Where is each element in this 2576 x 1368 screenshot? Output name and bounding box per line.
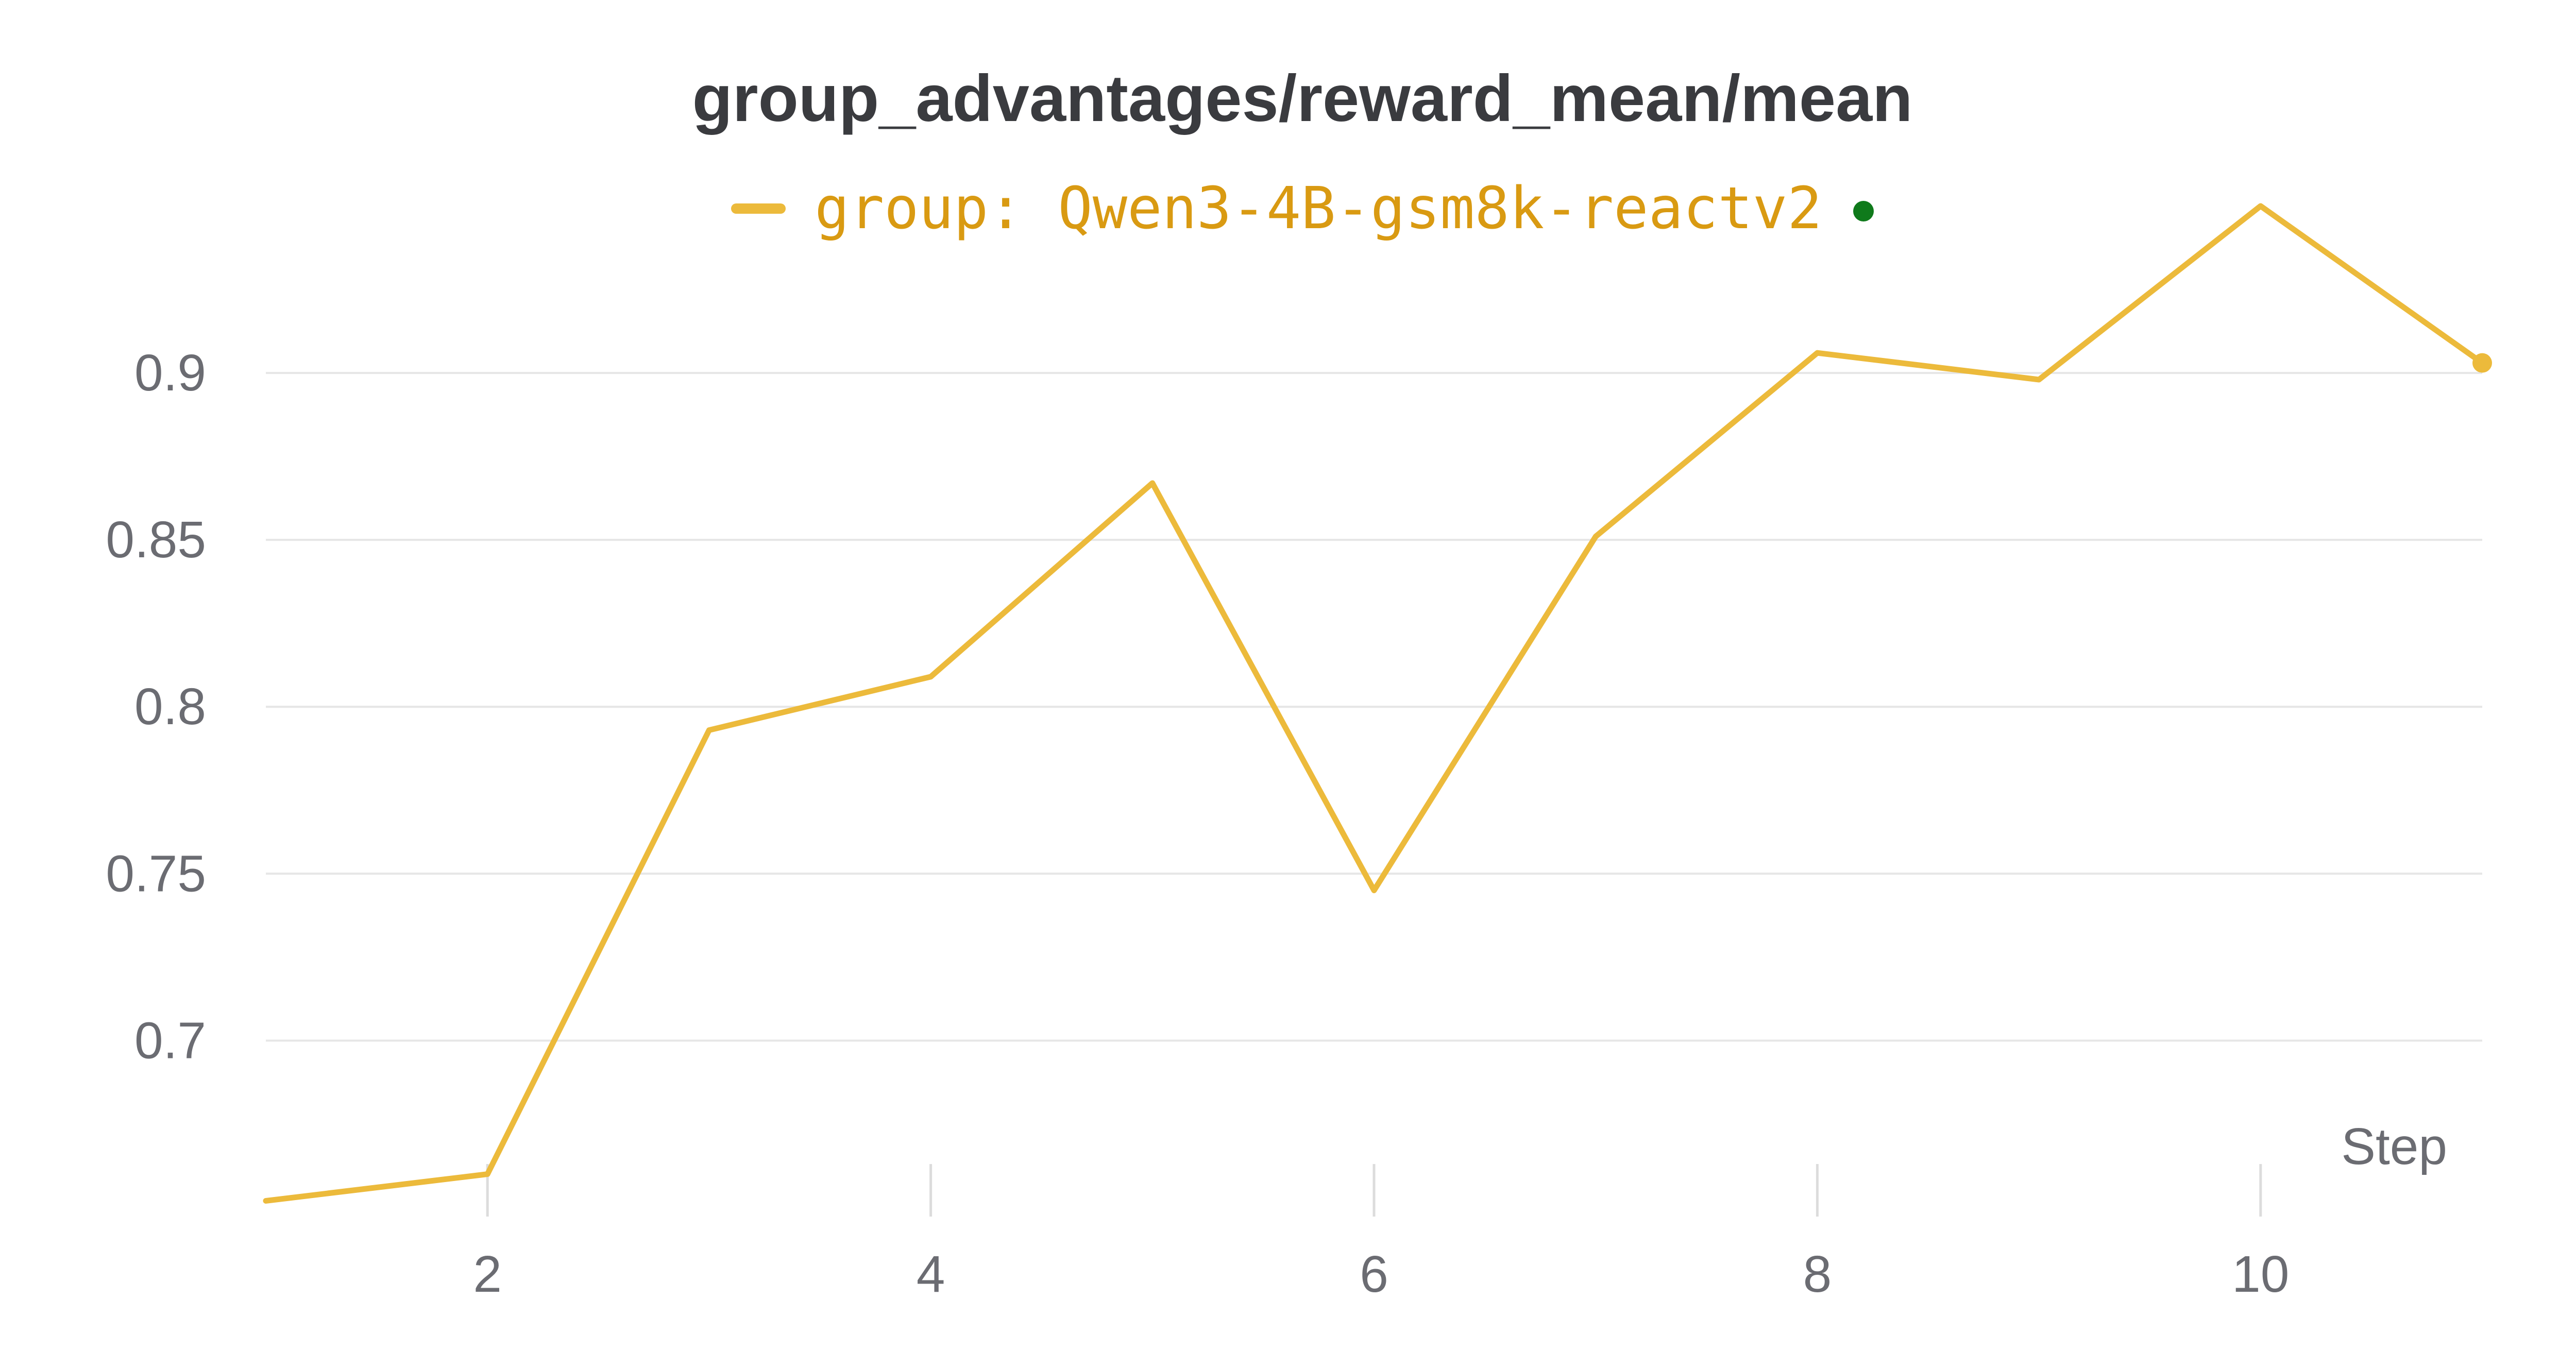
y-tick-label: 0.9 — [134, 344, 206, 402]
y-tick-label: 0.75 — [106, 845, 206, 902]
x-axis-label: Step — [2341, 1118, 2447, 1175]
series-end-point[interactable] — [2472, 353, 2492, 373]
x-tick-label: 6 — [1360, 1245, 1388, 1303]
y-tick-labels: 0.7 0.75 0.8 0.85 0.9 — [106, 344, 206, 1069]
chart-title: group_advantages/reward_mean/mean — [692, 62, 1913, 135]
series-layer — [263, 203, 2492, 1204]
legend-label-series[interactable]: group: Qwen3-4B-gsm8k-reactv2 — [815, 175, 1822, 242]
y-tick-label: 0.8 — [134, 678, 206, 736]
x-tick-label: 10 — [2232, 1245, 2289, 1303]
y-tick-label: 0.7 — [134, 1012, 206, 1069]
grid-layer — [266, 372, 2482, 1042]
x-tick-label: 8 — [1803, 1245, 1832, 1303]
x-tick-label: 4 — [917, 1245, 945, 1303]
x-tick-label: 2 — [473, 1245, 502, 1303]
run-status-dot — [1853, 201, 1874, 221]
x-tick-marks: 2 4 6 8 10 — [473, 1164, 2289, 1303]
legend[interactable]: group: Qwen3-4B-gsm8k-reactv2 — [0, 170, 2576, 247]
series-line[interactable] — [263, 203, 2485, 1204]
legend-swatch — [731, 203, 786, 214]
y-tick-label: 0.85 — [106, 511, 206, 569]
